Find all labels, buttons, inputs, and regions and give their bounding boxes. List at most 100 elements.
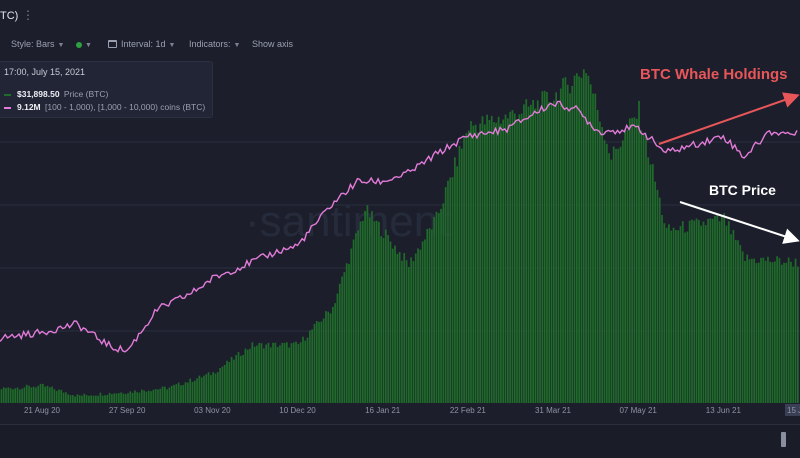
price-bar xyxy=(35,387,37,403)
price-bar xyxy=(605,143,608,404)
price-bar xyxy=(60,389,63,403)
price-bar xyxy=(417,248,419,403)
price-bar xyxy=(414,253,417,403)
price-bar xyxy=(371,211,373,403)
price-bar xyxy=(463,137,465,403)
price-bar xyxy=(794,258,797,403)
price-bar xyxy=(675,230,677,403)
price-bar xyxy=(509,111,511,403)
price-bar xyxy=(138,392,141,403)
price-bar xyxy=(780,264,783,403)
price-bar xyxy=(292,342,295,403)
price-bar xyxy=(361,220,364,403)
price-bar xyxy=(184,382,187,403)
x-tick-label: 03 Nov 20 xyxy=(194,406,231,415)
price-bar xyxy=(239,355,242,403)
price-bar xyxy=(624,130,627,403)
price-bar xyxy=(58,389,60,403)
price-bar xyxy=(541,91,544,404)
price-bar xyxy=(495,122,498,404)
price-bar xyxy=(486,114,488,404)
price-bar xyxy=(601,127,604,403)
price-bar xyxy=(9,388,12,403)
price-bar xyxy=(424,239,426,403)
price-bar xyxy=(776,256,778,403)
price-bar xyxy=(228,362,231,403)
price-bar xyxy=(421,241,424,403)
price-bar xyxy=(23,387,26,403)
price-bar xyxy=(668,224,670,403)
price-bar xyxy=(124,393,127,403)
price-bar xyxy=(327,311,330,403)
price-bar xyxy=(603,140,606,403)
price-bar xyxy=(355,233,357,403)
price-bar xyxy=(352,239,355,403)
price-bar xyxy=(599,121,601,403)
price-bar xyxy=(707,218,709,403)
price-bar xyxy=(394,245,396,403)
price-bar xyxy=(790,261,792,403)
price-bar xyxy=(456,166,459,403)
price-bar xyxy=(244,348,247,403)
price-bar xyxy=(672,227,675,403)
price-bar xyxy=(633,117,636,403)
price-bar xyxy=(260,343,263,403)
interval-select[interactable]: Interval: 1d ▼ xyxy=(108,39,175,49)
price-bar xyxy=(101,395,104,403)
price-bar xyxy=(635,118,638,404)
price-bar xyxy=(543,90,546,404)
price-bar xyxy=(198,375,201,403)
price-bar xyxy=(520,113,523,404)
show-axis-button[interactable]: Show axis xyxy=(252,39,294,49)
navigator-strip[interactable] xyxy=(0,424,800,458)
price-bar xyxy=(555,92,558,403)
price-bar xyxy=(612,146,615,404)
price-bar xyxy=(14,388,17,403)
price-bar xyxy=(755,263,758,403)
style-select[interactable]: Style: Bars ▼ xyxy=(11,39,64,49)
price-bar xyxy=(18,389,21,403)
price-bar xyxy=(281,342,284,403)
price-bar xyxy=(166,389,168,403)
price-bar xyxy=(16,387,19,403)
price-bar xyxy=(223,364,226,403)
navigator-handle[interactable] xyxy=(781,432,786,447)
price-bar xyxy=(196,378,198,403)
price-bar xyxy=(140,389,143,403)
price-bar xyxy=(338,283,341,403)
price-bar xyxy=(297,343,300,403)
price-bar xyxy=(778,258,781,403)
indicators-label: Indicators: xyxy=(189,39,231,49)
price-bar xyxy=(276,346,279,403)
price-bar xyxy=(380,236,383,403)
price-bar xyxy=(0,389,3,403)
price-bar xyxy=(94,395,97,403)
price-bar xyxy=(681,221,684,403)
price-bar xyxy=(182,384,185,403)
price-bar xyxy=(504,114,507,403)
price-bar xyxy=(318,321,320,403)
price-bar xyxy=(391,248,394,403)
price-bar xyxy=(205,374,208,403)
price-bar xyxy=(90,395,93,403)
style-color-select[interactable]: ▼ xyxy=(76,39,92,49)
price-bar xyxy=(730,234,732,403)
price-bar xyxy=(226,360,228,403)
price-bar xyxy=(216,372,219,403)
more-vertical-icon[interactable]: ⋮ xyxy=(22,8,34,22)
x-tick-label: 16 Jan 21 xyxy=(365,406,401,415)
indicators-select[interactable]: Indicators: ▼ xyxy=(189,39,240,49)
price-bar xyxy=(481,116,484,403)
price-bar xyxy=(470,121,472,403)
annotation-btc-price: BTC Price xyxy=(709,182,776,198)
price-bar xyxy=(99,392,102,403)
price-bar xyxy=(580,77,583,404)
price-bar xyxy=(279,345,281,403)
price-bar xyxy=(256,345,258,403)
price-bar xyxy=(295,341,297,403)
price-bar xyxy=(767,256,769,403)
price-bar xyxy=(246,349,249,403)
price-bar xyxy=(557,103,560,403)
price-bar xyxy=(783,262,785,403)
